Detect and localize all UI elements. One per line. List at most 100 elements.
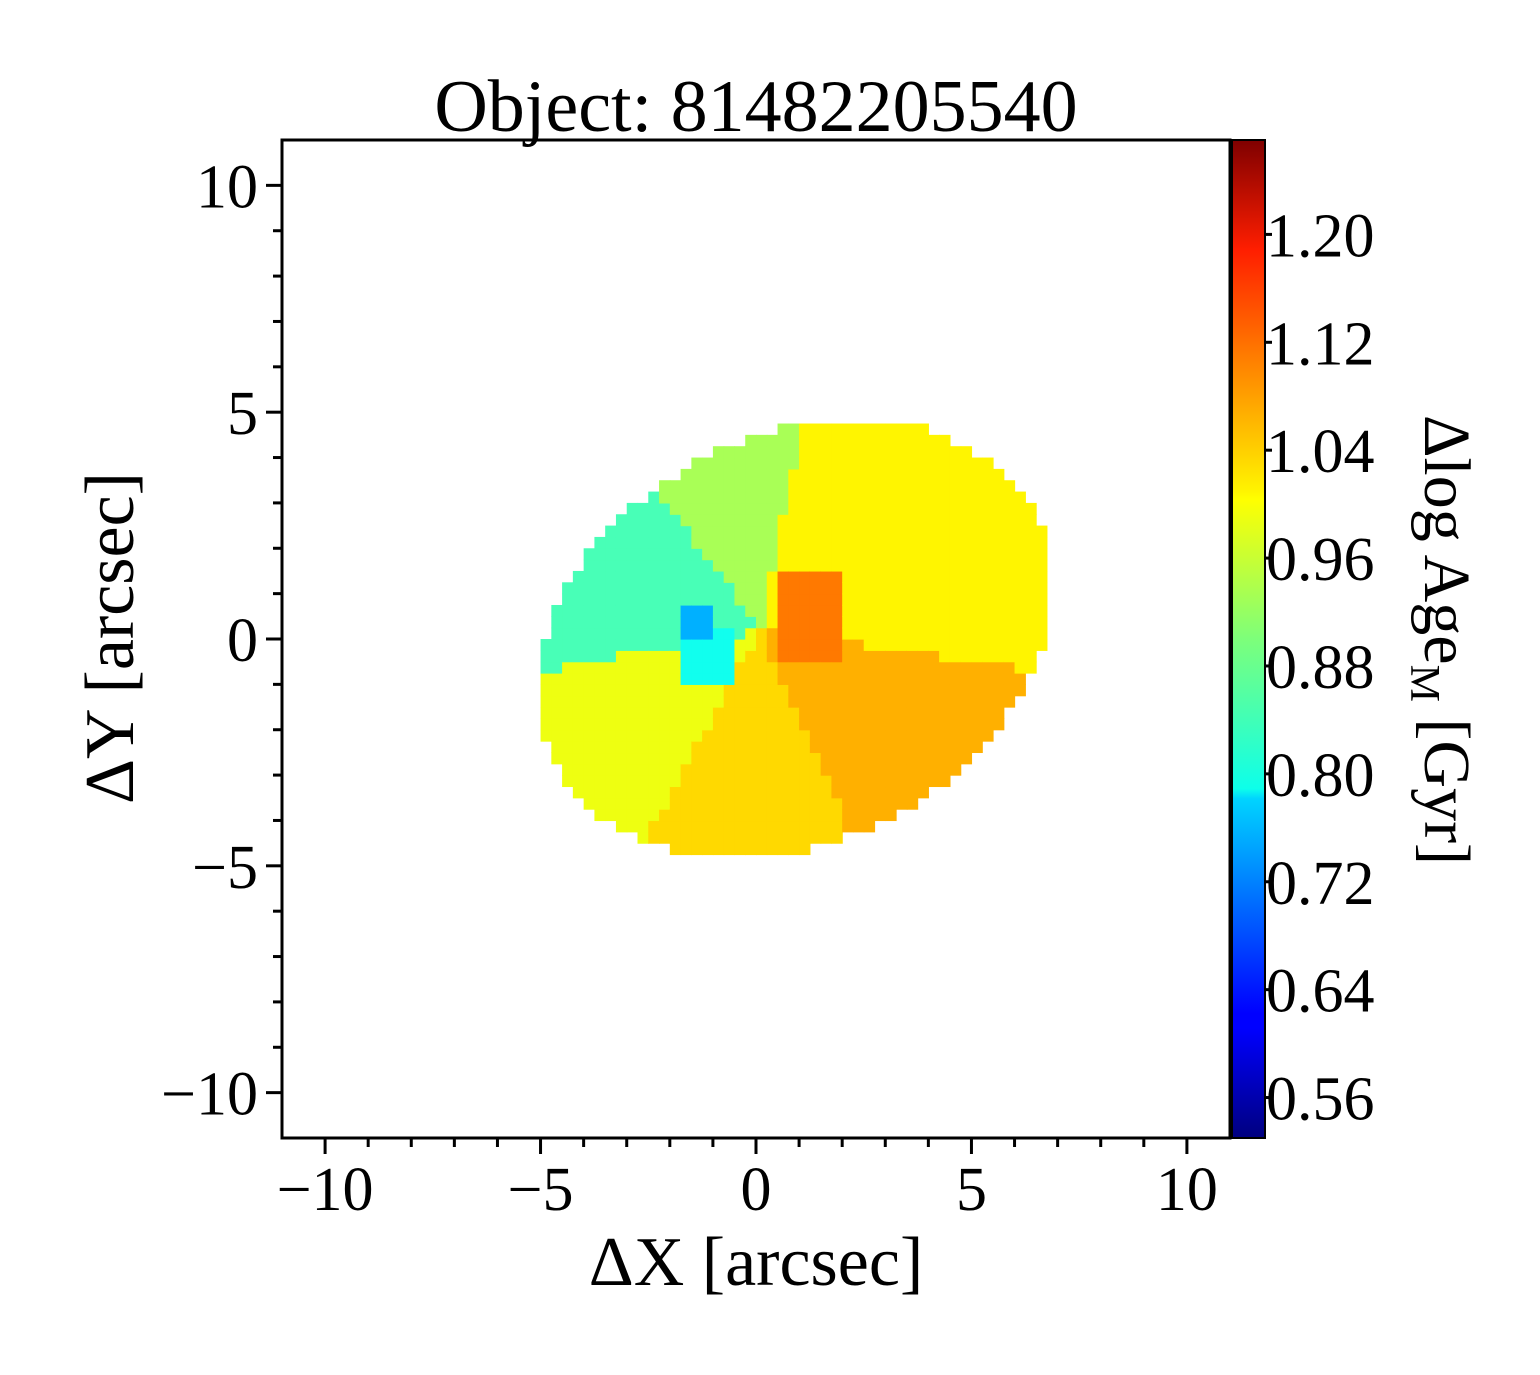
- map-cell-sector-bottom-left: [712, 718, 725, 731]
- map-cell-sector-top-center: [766, 559, 779, 572]
- map-cell-sector-bottom-left: [680, 809, 692, 822]
- map-cell-sector-right-top: [874, 423, 886, 436]
- map-cell-sector-bottom-right: [906, 650, 919, 663]
- map-cell-sector-bottom-left: [723, 831, 736, 844]
- map-cell-inner-core-cyan: [712, 650, 725, 663]
- map-cell-sector-top-center: [712, 480, 725, 493]
- map-cell-sector-upper-left: [605, 582, 617, 595]
- map-cell-sector-right-top: [928, 514, 940, 527]
- map-cell-sector-top-center: [766, 502, 779, 515]
- map-cell-sector-right-top: [874, 536, 886, 549]
- map-cell-sector-right-top: [993, 582, 1005, 595]
- map-cell-sector-right-top: [949, 514, 962, 527]
- map-cell-sector-right-top: [1003, 480, 1016, 493]
- map-cell-sector-right-top: [1014, 559, 1026, 572]
- map-cell-sector-upper-left: [626, 570, 639, 583]
- map-cell-sector-bottom-right: [831, 707, 843, 719]
- map-cell-sector-upper-left: [594, 559, 606, 572]
- map-cell-sector-bottom-right: [971, 707, 983, 719]
- map-cell-sector-right-top: [982, 650, 994, 663]
- map-cell-sector-bottom-right: [842, 741, 854, 754]
- map-cell-sector-bottom-left: [831, 809, 843, 822]
- map-cell-sector-right-top: [960, 570, 973, 583]
- map-cell-sector-upper-left: [605, 639, 617, 651]
- map-cell-sector-bottom-right: [1003, 673, 1016, 685]
- map-cell-sector-bottom-left: [712, 843, 725, 856]
- map-cell-sector-top-center: [723, 480, 736, 493]
- map-cell-inner-core-orange: [788, 650, 800, 663]
- map-cell-sector-right-top: [809, 423, 822, 436]
- colorbar-tick-label: 0.64: [1266, 958, 1375, 1026]
- map-cell-sector-left: [637, 797, 649, 810]
- map-cell-sector-top-center: [691, 491, 703, 504]
- map-cell-sector-upper-left: [637, 582, 649, 595]
- map-cell-inner-core-blue: [702, 616, 714, 629]
- map-cell-sector-bottom-left: [669, 831, 682, 844]
- map-cell-sector-left: [637, 729, 649, 742]
- map-cell-sector-bottom-right: [896, 752, 908, 765]
- map-cell-sector-bottom-right: [842, 752, 854, 765]
- map-cell-sector-top-center: [712, 525, 725, 538]
- map-cell-sector-bottom-left: [734, 718, 746, 731]
- map-cell-sector-bottom-right: [960, 729, 973, 742]
- map-cell-sector-bottom-left: [702, 729, 714, 742]
- map-cell-inner-core-orange: [788, 570, 800, 583]
- map-cell-sector-bottom-right: [993, 661, 1005, 674]
- map-cell-sector-left: [637, 650, 649, 663]
- map-cell-sector-bottom-left: [723, 763, 736, 776]
- map-cell-sector-right-top: [939, 514, 951, 527]
- map-cell-sector-bottom-right: [820, 661, 833, 674]
- map-cell-sector-right-top: [831, 423, 843, 436]
- map-cell-sector-right-top: [917, 434, 929, 447]
- map-cell-sector-bottom-left: [831, 831, 843, 844]
- map-cell-sector-right-top: [960, 468, 973, 481]
- map-cell-sector-bottom-right: [906, 707, 919, 719]
- map-cell-sector-right-top: [928, 468, 940, 481]
- map-cell-sector-right-top: [896, 559, 908, 572]
- map-cell-sector-right-top: [993, 548, 1005, 561]
- map-cell-sector-bottom-left: [788, 763, 800, 776]
- map-cell-sector-top-center: [734, 480, 746, 493]
- map-cell-sector-left: [583, 684, 596, 697]
- map-cell-sector-right-top: [960, 457, 973, 470]
- map-cell-sector-bottom-left: [723, 843, 736, 856]
- map-cell-sector-bottom-left: [831, 820, 843, 833]
- map-cell-sector-right-top: [982, 548, 994, 561]
- map-cell-sector-top-center: [756, 502, 768, 515]
- map-cell-sector-left: [659, 707, 671, 719]
- map-cell-inner-core-orange: [777, 616, 789, 629]
- map-cell-sector-top-center: [734, 548, 746, 561]
- map-cell-sector-right-top: [971, 627, 983, 640]
- map-cell-sector-right-top: [863, 570, 876, 583]
- map-cell-sector-right-top: [939, 491, 951, 504]
- map-cell-sector-bottom-right: [799, 695, 811, 708]
- map-cell-sector-right-top: [874, 514, 886, 527]
- map-cell-sector-left: [626, 661, 639, 674]
- map-cell-sector-bottom-left: [745, 775, 757, 788]
- map-cell-sector-right-top: [928, 480, 940, 493]
- map-cell-sector-left: [615, 775, 628, 788]
- map-cell-sector-bottom-left: [723, 797, 736, 810]
- map-cell-sector-right-top: [852, 548, 865, 561]
- map-cell-sector-bottom-right: [842, 707, 854, 719]
- map-cell-sector-bottom-left: [712, 831, 725, 844]
- map-cell-inner-core-orange: [777, 582, 789, 595]
- map-cell-sector-upper-left: [605, 650, 617, 663]
- map-cell-inner-core-blue: [691, 627, 703, 640]
- map-cell-sector-right-top: [1003, 491, 1016, 504]
- map-cell-sector-right-top: [799, 502, 811, 515]
- map-cell-sector-right-top: [809, 468, 822, 481]
- map-cell-sector-bottom-right: [874, 650, 886, 663]
- map-cell-sector-upper-left: [594, 548, 606, 561]
- map-cell-sector-right-top: [852, 502, 865, 515]
- map-cell-sector-top-center: [756, 514, 768, 527]
- map-cell-sector-right-top: [896, 480, 908, 493]
- map-cell-sector-right-top: [852, 457, 865, 470]
- map-cell-sector-right-top: [949, 457, 962, 470]
- map-cell-sector-right-top: [885, 457, 897, 470]
- map-cell-sector-bottom-left: [734, 831, 746, 844]
- map-cell-sector-bottom-right: [852, 729, 865, 742]
- map-cell-sector-bottom-right: [852, 661, 865, 674]
- map-cell-sector-right-top: [939, 457, 951, 470]
- map-cell-sector-right-top: [896, 434, 908, 447]
